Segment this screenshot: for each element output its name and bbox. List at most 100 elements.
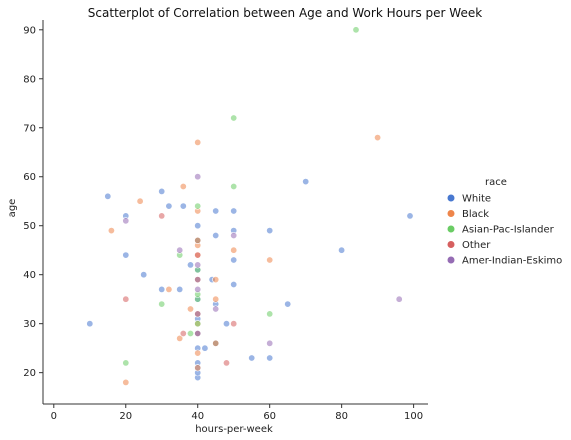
scatter-point bbox=[179, 202, 187, 210]
scatter-point bbox=[194, 222, 202, 230]
scatter-point bbox=[165, 202, 173, 210]
scatter-point bbox=[212, 207, 220, 215]
scatter-point bbox=[230, 114, 238, 122]
legend-items: White Black Asian-Pac-Islander Other Amer-In… bbox=[447, 194, 562, 267]
scatter-point bbox=[338, 246, 346, 254]
scatter-point bbox=[179, 329, 187, 337]
scatter-point bbox=[194, 251, 202, 259]
y-tick-label: 50 bbox=[23, 221, 36, 232]
x-axis-ticks: 0 20 40 60 80 100 bbox=[51, 404, 423, 422]
legend-title: race bbox=[485, 177, 507, 188]
scatter-point bbox=[230, 232, 238, 240]
scatter-point bbox=[230, 246, 238, 254]
scatter-point bbox=[374, 134, 382, 142]
scatter-point bbox=[266, 310, 274, 318]
scatter-point bbox=[158, 212, 166, 220]
scatter-point bbox=[194, 236, 202, 244]
scatter-point bbox=[194, 320, 202, 328]
x-tick-label: 80 bbox=[335, 411, 348, 422]
scatter-point bbox=[194, 329, 202, 337]
legend-label: Asian-Pac-Islander bbox=[462, 225, 555, 236]
scatter-point bbox=[212, 339, 220, 347]
scatter-point bbox=[140, 271, 148, 279]
scatter-point bbox=[302, 178, 310, 186]
scatter-point bbox=[406, 212, 414, 220]
x-tick-label: 100 bbox=[404, 411, 423, 422]
y-tick-label: 70 bbox=[23, 123, 36, 134]
scatter-point bbox=[187, 305, 195, 313]
y-tick-label: 90 bbox=[23, 25, 36, 36]
scatter-point bbox=[194, 349, 202, 357]
scatter-point bbox=[194, 276, 202, 284]
scatter-point bbox=[194, 285, 202, 293]
scatter-point bbox=[223, 359, 231, 367]
scatter-point bbox=[201, 344, 209, 352]
scatter-point bbox=[176, 334, 184, 342]
scatter-point bbox=[266, 339, 274, 347]
legend-label: Other bbox=[462, 240, 491, 251]
scatter-point bbox=[212, 295, 220, 303]
y-axis-label: age bbox=[7, 199, 18, 218]
x-tick-label: 0 bbox=[51, 411, 57, 422]
scatter-point bbox=[158, 300, 166, 308]
scatter-point bbox=[104, 192, 112, 200]
scatter-point bbox=[194, 173, 202, 181]
scatter-point bbox=[230, 183, 238, 191]
scatter-point bbox=[230, 280, 238, 288]
x-tick-label: 60 bbox=[263, 411, 276, 422]
scatter-point bbox=[165, 285, 173, 293]
legend-label: Amer-Indian-Eskimo bbox=[462, 256, 562, 267]
scatter-point bbox=[158, 187, 166, 195]
scatter-point bbox=[212, 305, 220, 313]
scatter-point bbox=[176, 246, 184, 254]
legend-marker bbox=[447, 225, 455, 233]
scatter-point bbox=[212, 232, 220, 240]
points-layer bbox=[86, 26, 414, 386]
scatter-point bbox=[395, 295, 403, 303]
scatter-point bbox=[194, 261, 202, 269]
scatter-point bbox=[284, 300, 292, 308]
chart-title: Scatterplot of Correlation between Age a… bbox=[88, 6, 482, 20]
scatter-point bbox=[230, 320, 238, 328]
x-tick-label: 40 bbox=[191, 411, 204, 422]
x-axis-label: hours-per-week bbox=[195, 424, 273, 435]
scatter-point bbox=[158, 285, 166, 293]
scatter-point bbox=[176, 285, 184, 293]
legend-marker bbox=[447, 256, 455, 264]
scatter-point bbox=[194, 138, 202, 146]
legend-marker bbox=[447, 210, 455, 217]
scatter-point bbox=[122, 251, 130, 259]
scatter-point bbox=[266, 227, 274, 235]
scatter-point bbox=[86, 320, 94, 328]
scatter-point bbox=[212, 276, 220, 284]
legend-marker bbox=[447, 241, 455, 248]
y-tick-label: 20 bbox=[23, 368, 36, 379]
scatter-point bbox=[194, 364, 202, 372]
scatter-point bbox=[122, 359, 130, 367]
y-tick-label: 80 bbox=[23, 74, 36, 85]
scatter-point bbox=[266, 256, 274, 264]
scatter-point bbox=[194, 310, 202, 318]
scatter-point bbox=[248, 354, 256, 362]
y-tick-label: 40 bbox=[23, 270, 36, 281]
x-tick-label: 20 bbox=[119, 411, 132, 422]
scatter-point bbox=[187, 329, 195, 337]
y-axis-ticks: 20 30 40 50 60 70 80 90 bbox=[23, 25, 43, 379]
legend-label: Black bbox=[462, 209, 489, 220]
scatter-point bbox=[194, 202, 202, 210]
scatter-point bbox=[187, 261, 195, 269]
scatter-point bbox=[107, 227, 115, 235]
scatter-point bbox=[179, 183, 187, 191]
scatter-point bbox=[136, 197, 144, 205]
scatter-point bbox=[352, 26, 360, 34]
scatter-point bbox=[230, 256, 238, 264]
legend-label: White bbox=[462, 194, 491, 205]
scatter-point bbox=[230, 207, 238, 215]
y-tick-label: 30 bbox=[23, 319, 36, 330]
scatter-point bbox=[122, 378, 130, 386]
scatter-point bbox=[266, 354, 274, 362]
scatter-point bbox=[122, 295, 130, 303]
legend-marker bbox=[447, 194, 455, 202]
scatter-point bbox=[223, 320, 231, 328]
